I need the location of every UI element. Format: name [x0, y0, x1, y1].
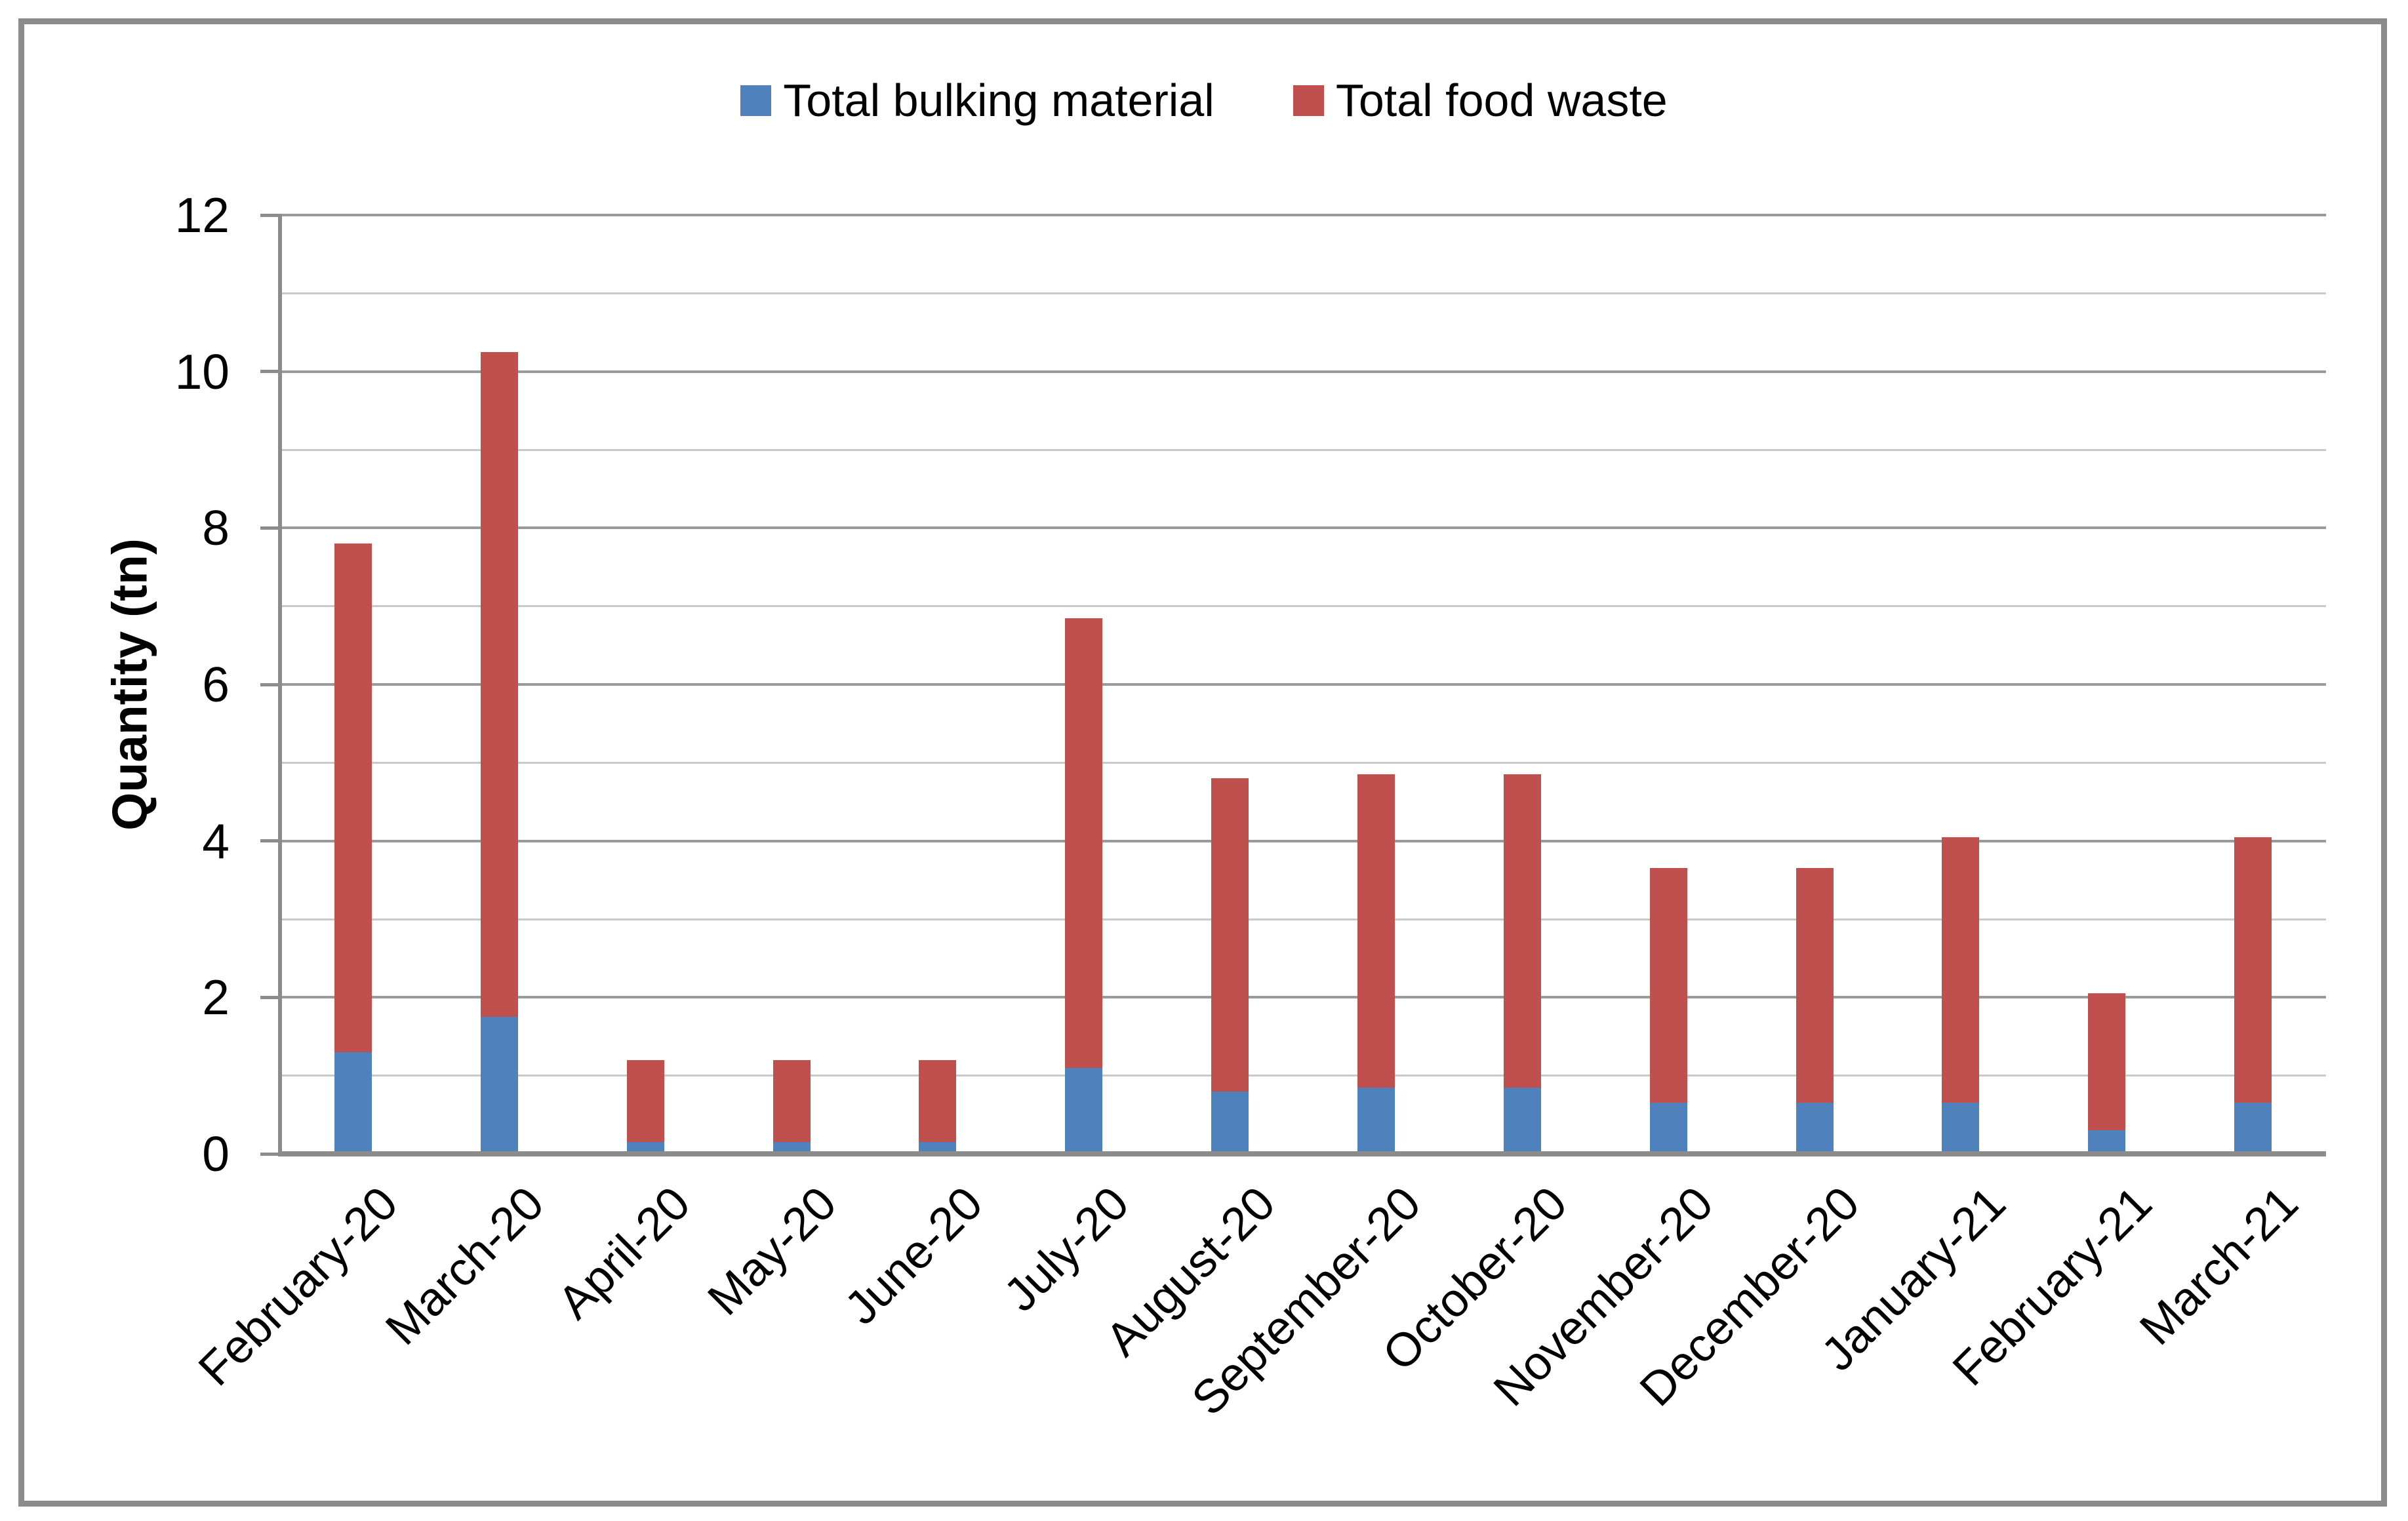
gridline-major-10: [280, 370, 2326, 373]
y-tick-2: [260, 995, 280, 999]
bar-bulking-june-20: [919, 1142, 957, 1154]
gridline-minor-5: [280, 761, 2326, 764]
y-tick-6: [260, 682, 280, 686]
bar-bulking-february-21: [2088, 1130, 2126, 1154]
bar-bulking-february-20: [334, 1052, 372, 1154]
legend-item-bulking-material: Total bulking material: [740, 77, 1214, 123]
gridline-minor-7: [280, 605, 2326, 608]
bar-bulking-march-21: [2234, 1103, 2272, 1154]
gridline-major-2: [280, 996, 2326, 999]
gridline-major-8: [280, 526, 2326, 530]
gridline-minor-1: [280, 1075, 2326, 1077]
bar-food-august-20: [1211, 778, 1249, 1092]
y-axis-line: [278, 214, 282, 1156]
y-tick-label-0: 0: [202, 1126, 230, 1181]
gridline-minor-3: [280, 918, 2326, 920]
legend-swatch-bulking-material: [740, 85, 772, 116]
legend-item-food-waste: Total food waste: [1293, 77, 1668, 123]
legend-label-bulking-material: Total bulking material: [783, 75, 1214, 126]
y-tick-label-2: 2: [202, 970, 230, 1025]
bar-bulking-march-20: [480, 1017, 518, 1154]
y-tick-12: [260, 213, 280, 217]
y-tick-label-10: 10: [174, 344, 230, 399]
bar-bulking-may-20: [773, 1142, 811, 1154]
gridline-minor-11: [280, 292, 2326, 294]
y-tick-label-8: 8: [202, 500, 230, 556]
y-tick-10: [260, 370, 280, 374]
legend-label-food-waste: Total food waste: [1335, 75, 1668, 126]
bar-bulking-october-20: [1503, 1087, 1541, 1154]
bar-food-january-21: [1942, 837, 1980, 1103]
bar-bulking-april-20: [626, 1142, 664, 1154]
legend: Total bulking material Total food waste: [0, 77, 2408, 123]
gridline-major-12: [280, 214, 2326, 216]
bar-food-may-20: [773, 1059, 811, 1143]
bar-food-march-21: [2234, 837, 2272, 1103]
bar-food-june-20: [919, 1059, 957, 1143]
bar-bulking-november-20: [1649, 1103, 1687, 1154]
bar-food-november-20: [1649, 868, 1687, 1103]
y-tick-label-12: 12: [174, 188, 230, 243]
chart-border-frame: [18, 18, 2387, 1507]
bar-bulking-december-20: [1796, 1103, 1834, 1154]
y-tick-label-6: 6: [202, 657, 230, 712]
gridline-major-4: [280, 839, 2326, 842]
bar-bulking-july-20: [1065, 1067, 1103, 1154]
bar-food-march-20: [480, 351, 518, 1017]
y-tick-label-4: 4: [202, 813, 230, 869]
y-tick-8: [260, 526, 280, 530]
y-tick-4: [260, 839, 280, 843]
bar-bulking-january-21: [1942, 1103, 1980, 1154]
bar-bulking-august-20: [1211, 1091, 1249, 1154]
bar-food-december-20: [1796, 868, 1834, 1103]
bar-food-february-21: [2088, 993, 2126, 1131]
bar-food-july-20: [1065, 618, 1103, 1068]
bar-food-february-20: [334, 543, 372, 1052]
bar-food-april-20: [626, 1059, 664, 1143]
legend-swatch-food-waste: [1293, 85, 1324, 116]
bar-bulking-september-20: [1357, 1087, 1395, 1154]
bar-food-october-20: [1503, 774, 1541, 1088]
bar-food-september-20: [1357, 774, 1395, 1088]
x-axis-line: [280, 1151, 2326, 1156]
gridline-minor-9: [280, 448, 2326, 451]
gridline-major-6: [280, 683, 2326, 686]
y-tick-0: [260, 1152, 280, 1156]
